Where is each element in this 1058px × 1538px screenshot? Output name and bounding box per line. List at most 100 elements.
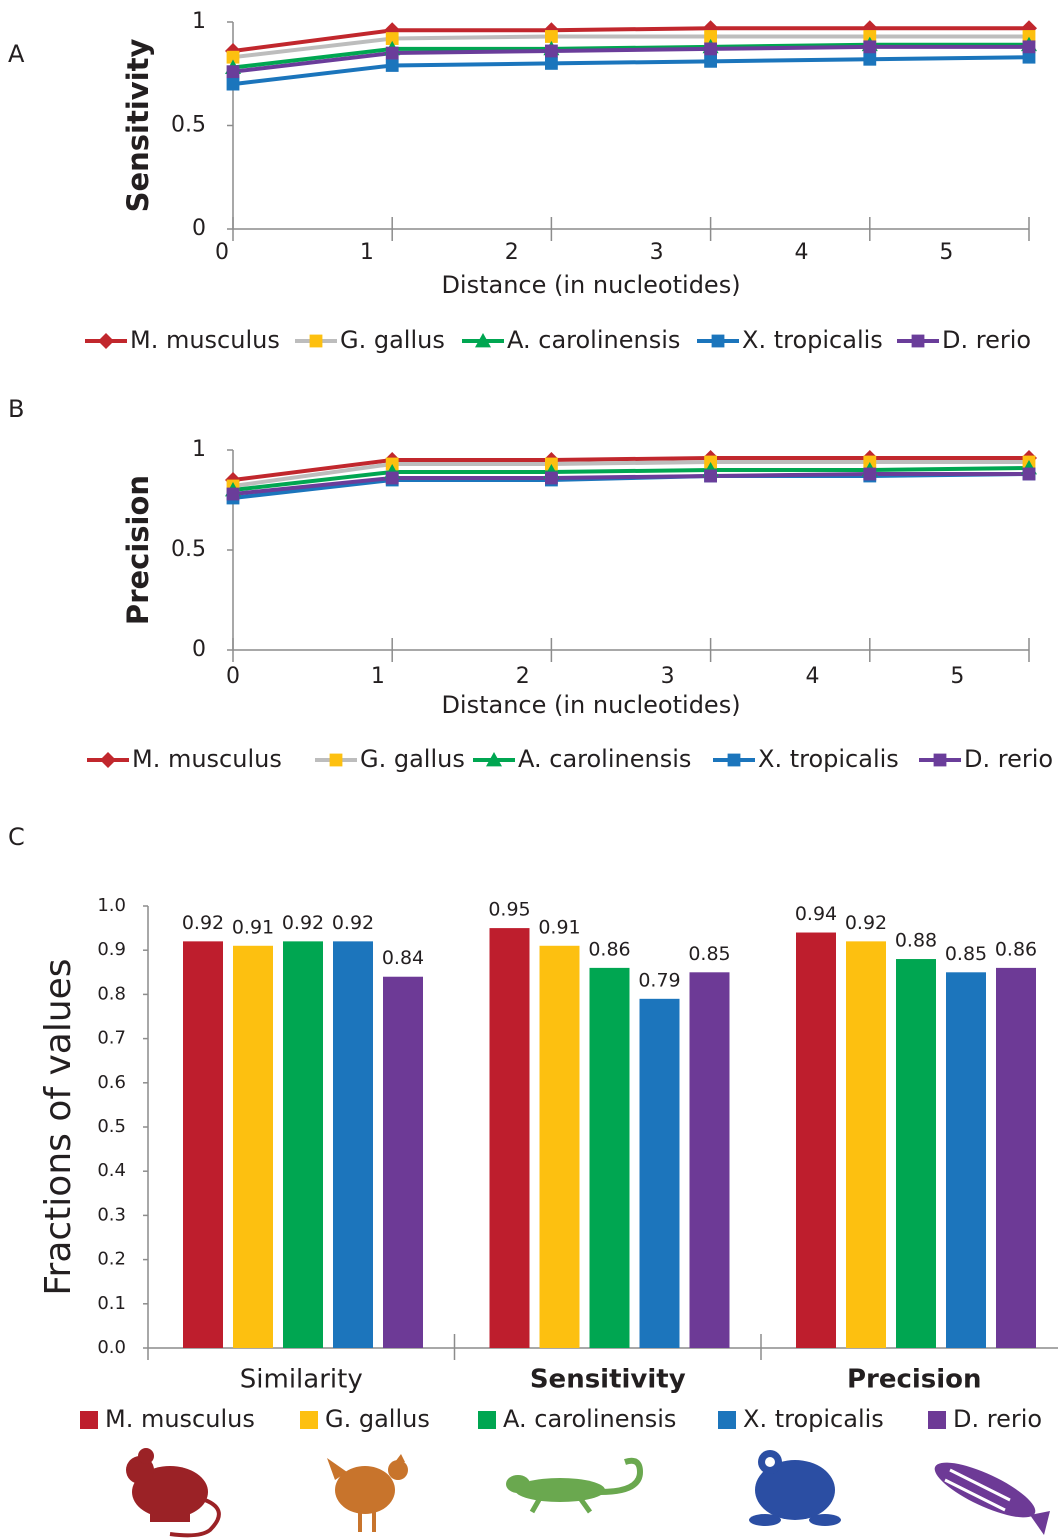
series-line [232,456,1029,482]
bar [489,928,530,1348]
y-tick-label: 1.0 [97,895,126,916]
bar [539,945,580,1348]
value-label: 0.84 [382,947,424,969]
y-axis-title: Precision [121,475,155,625]
y-tick-label: 0.2 [97,1249,126,1270]
legend-marker [98,333,114,349]
legend-marker [486,752,502,767]
marker [1022,40,1036,54]
x-tick-label: 5 [950,664,964,689]
x-axis-title: Distance (in nucleotides) [441,271,740,299]
legend-label: M. musculus [130,326,280,354]
legend-label: D. rerio [953,1405,1042,1433]
legend-label: G. gallus [340,326,445,354]
bar [796,932,836,1348]
series-line [232,34,1029,60]
marker [1022,50,1036,64]
legend-marker [100,752,116,768]
x-tick-label: 1 [371,664,385,689]
bar [896,959,936,1348]
y-tick-label: 0.5 [171,113,206,138]
y-tick-label: 0 [192,216,206,241]
legend-marker [475,333,491,348]
frog-icon [749,1450,841,1526]
y-tick-label: 0.1 [97,1293,126,1314]
legend-marker [911,334,925,348]
mouse-icon [126,1448,221,1538]
category-label: Sensitivity [530,1365,686,1395]
bar [283,941,323,1348]
value-label: 0.92 [282,912,324,934]
marker [704,469,717,483]
legend-marker [329,753,343,767]
y-axis-title: Sensitivity [121,39,155,213]
value-label: 0.79 [638,969,680,991]
legend-swatch [300,1411,318,1429]
lizard-icon [506,1457,644,1514]
marker [863,52,877,66]
legend-label: X. tropicalis [742,326,883,354]
value-label: 0.92 [332,912,374,934]
value-label: 0.95 [488,899,530,921]
marker [385,457,399,471]
x-tick-label: 5 [939,240,953,265]
legend-label: D. rerio [964,745,1053,773]
value-label: 0.91 [232,916,274,938]
legend-marker [727,753,741,767]
x-tick-label: 0 [226,664,240,689]
marker [863,455,877,469]
y-tick-label: 0.4 [97,1160,126,1181]
marker [545,471,558,485]
x-tick-label: 2 [505,240,519,265]
panel-label: C [8,823,25,851]
marker [545,44,558,58]
marker [863,30,877,43]
legend-label: X. tropicalis [758,745,899,773]
marker [226,50,240,64]
legend-marker [309,334,323,348]
legend-swatch [718,1411,736,1429]
marker [704,42,717,56]
bar [233,945,273,1348]
marker [385,46,399,60]
category-label: Precision [847,1365,982,1395]
y-tick-label: 0.8 [97,983,126,1004]
panel-label: A [8,40,25,68]
marker [863,467,877,481]
legend-label: M. musculus [105,1405,255,1433]
chicken-icon [327,1454,408,1532]
bar [639,998,680,1348]
value-label: 0.92 [845,912,887,934]
bar [946,972,986,1348]
legend-swatch [478,1411,496,1429]
series-line [232,460,1029,488]
bar [383,976,423,1348]
bar [183,941,223,1348]
y-tick-label: 0.9 [97,939,126,960]
marker [704,54,717,68]
y-tick-label: 0.3 [97,1204,126,1225]
y-axis-title: Fractions of values [38,958,79,1295]
x-tick-label: 4 [794,240,808,265]
legend-label: G. gallus [325,1405,430,1433]
y-tick-label: 1 [192,9,206,34]
marker [385,32,399,45]
series-line [232,55,1030,87]
marker [385,471,399,485]
x-axis-title: Distance (in nucleotides) [441,691,740,719]
x-tick-label: 3 [661,664,675,689]
marker [226,65,240,79]
legend-label: A. carolinensis [507,326,680,354]
x-tick-label: 4 [805,664,819,689]
marker [704,30,717,43]
y-tick-label: 0.0 [97,1337,126,1358]
marker [385,59,399,72]
bar [846,941,886,1348]
x-tick-label: 2 [516,664,530,689]
value-label: 0.91 [538,916,580,938]
series-line [232,466,1030,492]
legend-label: A. carolinensis [503,1405,676,1433]
x-tick-label: 0 [215,240,229,265]
legend-swatch [80,1411,98,1429]
